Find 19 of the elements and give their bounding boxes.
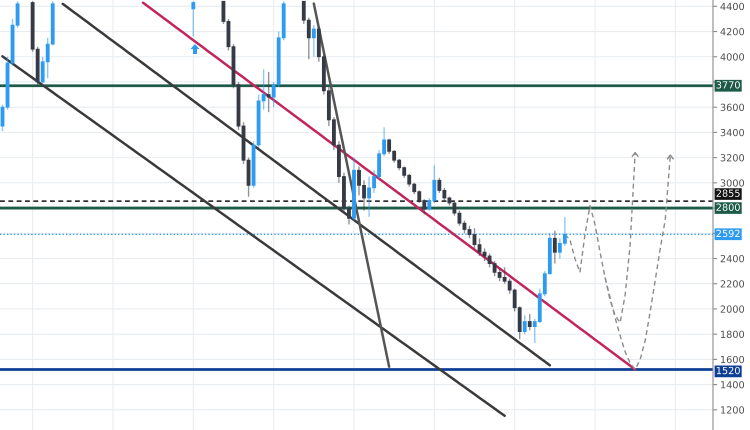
ref-line-label: 2855: [716, 190, 740, 197]
y-tick-label: 2400: [720, 254, 744, 262]
y-tick-label: 1800: [721, 330, 744, 338]
ref-line-label: 3770: [716, 81, 740, 89]
y-tick-label: 4400: [720, 2, 744, 10]
y-tick-label: 1600: [721, 356, 744, 364]
y-tick-label: 4200: [720, 28, 744, 36]
y-tick-label: 1400: [721, 381, 744, 388]
y-tick-label: 2000: [720, 305, 744, 313]
y-tick-label: 3200: [720, 154, 744, 162]
y-tick-label: 3400: [720, 128, 744, 136]
y-tick-label: 3600: [720, 104, 744, 112]
y-tick-label: 4000: [720, 53, 744, 61]
ref-line-label: 1520: [716, 366, 740, 374]
y-tick-label: 3000: [720, 179, 744, 187]
y-tick-label: 1200: [721, 406, 744, 414]
ref-line-label: 2592: [716, 230, 740, 238]
y-tick-label: 2200: [720, 280, 744, 288]
ref-line-label: 2800: [716, 204, 740, 211]
